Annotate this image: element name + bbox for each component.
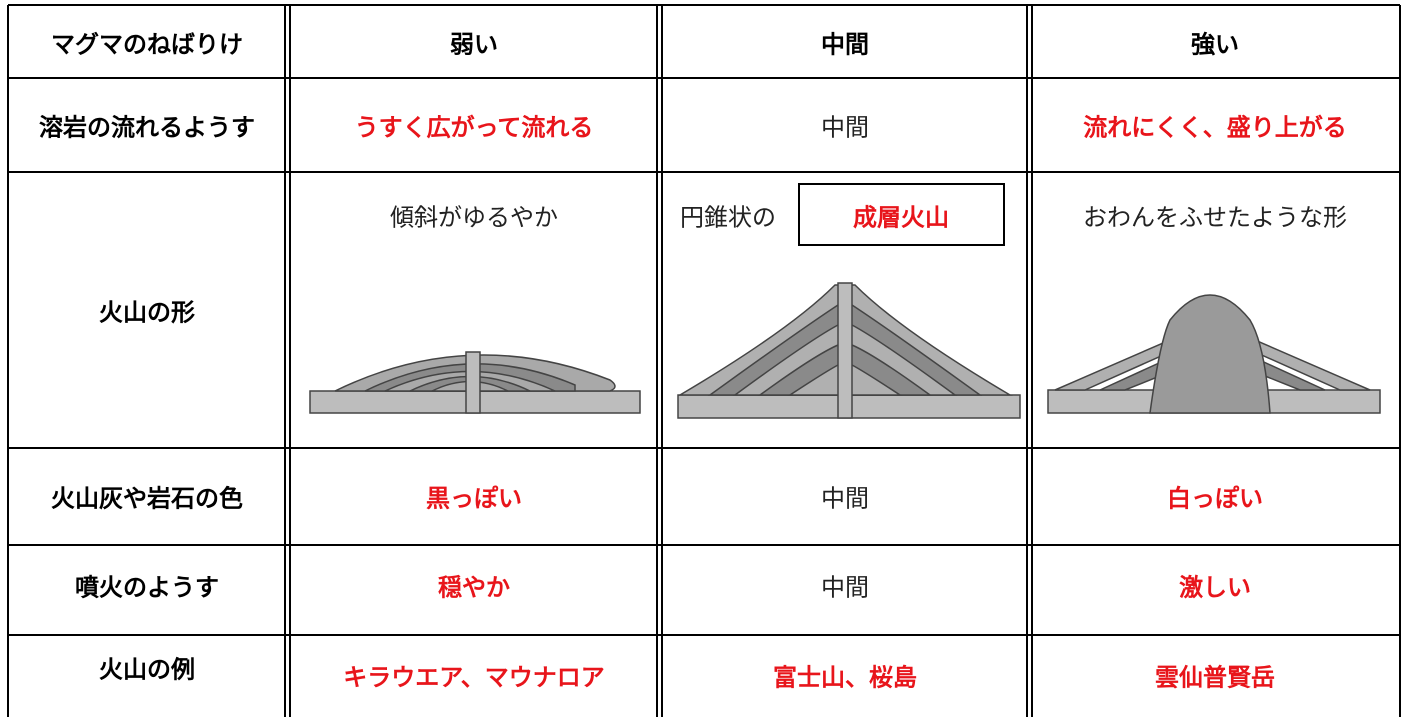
cell: 富士山、桜島 [773,662,917,692]
cell: おわんをふせたような形 [1083,203,1347,232]
cell: うすく広がって流れる [354,112,594,142]
cell: キラウエア、マウナロア [343,662,605,692]
cell: 中間 [821,113,869,142]
cell: 傾斜がゆるやか [390,203,558,232]
row-label: 噴火のようす [75,572,219,602]
cell: 穏やか [438,572,510,602]
answer-box [798,183,1005,246]
header-cell: 強い [1191,29,1239,59]
row-label: 火山の例 [99,654,195,684]
cell: 激しい [1179,572,1251,602]
cell: 円錐状の [680,203,776,232]
cell: 雲仙普賢岳 [1155,662,1275,692]
cell: 白っぽい [1167,483,1263,513]
row-label: 溶岩の流れるようす [39,112,255,142]
lava-dome [1047,294,1381,414]
row-label: 火山の形 [99,297,195,327]
cell: 中間 [821,573,869,602]
row-label: 火山灰や岩石の色 [51,483,243,513]
header-cell: 中間 [821,29,869,59]
header-cell: 弱い [450,29,498,59]
cell: 流れにくく、盛り上がる [1083,112,1347,142]
stratovolcano [677,282,1021,419]
cell: 成層火山 [853,202,949,232]
header-cell: マグマのねばりけ [51,29,243,59]
cell: 中間 [821,484,869,513]
cell: 黒っぽい [426,483,522,513]
shield-volcano [309,351,641,414]
